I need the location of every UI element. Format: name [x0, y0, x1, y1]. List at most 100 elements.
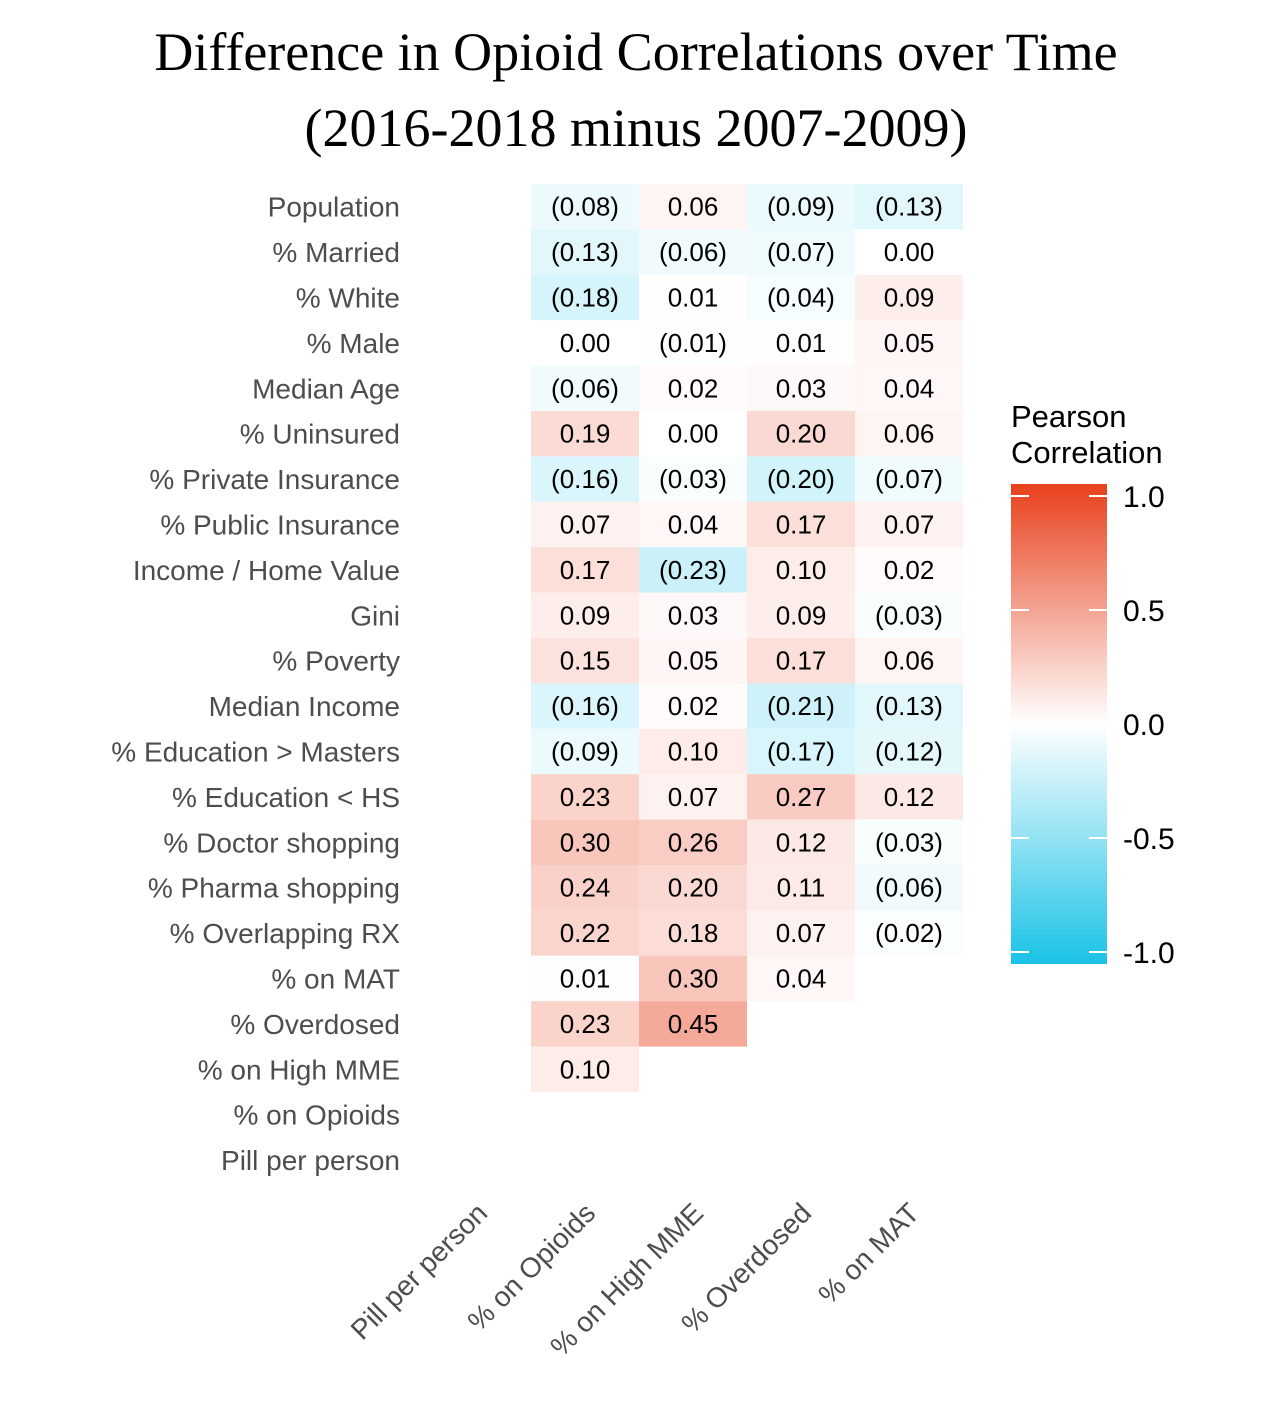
cell-label: 0.01 — [668, 283, 719, 313]
cell-married-on-mat — [855, 229, 963, 275]
cell-label: (0.17) — [767, 737, 835, 767]
cell-overlapping-rx-on-opioids — [531, 910, 639, 956]
cell-median-age-on-opioids — [531, 365, 639, 411]
cell-label: (0.13) — [875, 691, 943, 721]
cell-label: 0.10 — [776, 555, 827, 585]
cell-label: (0.20) — [767, 464, 835, 494]
cell-label: (0.07) — [767, 237, 835, 267]
cell-gini-on-mat — [855, 592, 963, 638]
cell-private-insurance-on-high-mme — [639, 456, 747, 502]
row-label-married: % Married — [272, 237, 400, 268]
cell-income-home-value-on-high-mme — [639, 547, 747, 593]
cell-label: 0.05 — [884, 328, 935, 358]
cell-label: 0.19 — [560, 419, 611, 449]
cell-label: 0.09 — [560, 600, 611, 630]
cell-uninsured-overdosed — [747, 411, 855, 457]
cell-label: 0.23 — [560, 782, 611, 812]
cell-label: (0.03) — [875, 827, 943, 857]
cell-male-on-mat — [855, 320, 963, 366]
row-label-male: % Male — [307, 328, 400, 359]
cell-median-income-on-mat — [855, 683, 963, 729]
cell-label: 0.04 — [776, 964, 827, 994]
cell-overlapping-rx-on-high-mme — [639, 910, 747, 956]
cell-education-masters-on-mat — [855, 728, 963, 775]
cell-label: 0.07 — [668, 782, 719, 812]
cell-male-on-opioids — [531, 320, 639, 366]
cell-label: 0.05 — [668, 646, 719, 676]
cell-label: (0.16) — [551, 464, 619, 494]
cell-label: 0.17 — [560, 555, 611, 585]
cell-label: (0.02) — [875, 918, 943, 948]
legend-tick-label: 0.0 — [1123, 709, 1165, 742]
cell-label: 0.11 — [777, 873, 826, 903]
heatmap-cells: (0.08) 0.06 (0.09) (0.13) (0.13) (0.06) (0.07)… — [531, 184, 963, 1092]
cell-label: 0.26 — [668, 827, 719, 857]
cell-label: 0.23 — [560, 1009, 611, 1039]
row-label-public-insurance: % Public Insurance — [160, 510, 400, 541]
cell-label: 0.00 — [560, 328, 611, 358]
cell-label: (0.07) — [875, 464, 943, 494]
cell-median-income-overdosed — [747, 683, 855, 729]
cell-education-masters-overdosed — [747, 728, 855, 775]
cell-label: (0.12) — [875, 737, 943, 767]
cell-label: 0.15 — [560, 646, 611, 676]
cell-public-insurance-overdosed — [747, 501, 855, 548]
cell-education-hs-overdosed — [747, 774, 855, 820]
cell-label: 0.20 — [668, 873, 719, 903]
row-label-doctor-shopping: % Doctor shopping — [163, 827, 400, 858]
cell-education-hs-on-mat — [855, 774, 963, 820]
cell-label: 0.02 — [884, 555, 935, 585]
cell-doctor-shopping-overdosed — [747, 819, 855, 865]
cell-overdosed-on-high-mme — [639, 1001, 747, 1047]
cell-label: (0.01) — [659, 328, 727, 358]
cell-poverty-on-high-mme — [639, 638, 747, 684]
cell-label: (0.06) — [551, 373, 619, 403]
legend-tick-label: -0.5 — [1123, 823, 1175, 856]
cell-label: 0.12 — [884, 782, 935, 812]
cell-gini-on-opioids — [531, 592, 639, 638]
cell-label: 0.09 — [884, 283, 935, 313]
legend-tick-label: 0.5 — [1123, 595, 1165, 628]
cell-label: 0.04 — [668, 510, 719, 540]
cell-label: 0.03 — [668, 600, 719, 630]
cell-label: 0.03 — [776, 373, 827, 403]
row-label-median-income: Median Income — [209, 691, 400, 722]
cell-uninsured-on-opioids — [531, 411, 639, 457]
cell-label: 0.17 — [776, 510, 827, 540]
cell-label: 0.07 — [884, 510, 935, 540]
row-label-pill-per-person: Pill per person — [221, 1145, 400, 1176]
chart-title: Difference in Opioid Correlations over T… — [154, 22, 1118, 82]
chart-subtitle: (2016-2018 minus 2007-2009) — [304, 98, 968, 158]
cell-uninsured-on-mat — [855, 411, 963, 457]
row-label-on-mat: % on MAT — [271, 964, 400, 995]
cell-label: (0.09) — [551, 737, 619, 767]
cell-income-home-value-on-mat — [855, 547, 963, 593]
cell-label: 0.06 — [668, 192, 719, 222]
legend-title-line: Correlation — [1011, 435, 1163, 470]
cell-white-on-mat — [855, 274, 963, 321]
cell-pharma-shopping-on-opioids — [531, 865, 639, 911]
cell-pharma-shopping-on-high-mme — [639, 865, 747, 911]
cell-on-mat-overdosed — [747, 955, 855, 1002]
cell-label: 0.10 — [560, 1054, 611, 1084]
cell-poverty-on-mat — [855, 638, 963, 684]
cell-male-overdosed — [747, 320, 855, 366]
row-label-uninsured: % Uninsured — [240, 419, 400, 450]
cell-label: 0.24 — [560, 873, 611, 903]
row-label-on-high-mme: % on High MME — [198, 1054, 400, 1085]
cell-label: (0.08) — [551, 192, 619, 222]
cell-label: (0.03) — [875, 600, 943, 630]
cell-private-insurance-overdosed — [747, 456, 855, 502]
cell-doctor-shopping-on-opioids — [531, 819, 639, 865]
row-label-pharma-shopping: % Pharma shopping — [148, 873, 400, 904]
cell-overlapping-rx-on-mat — [855, 910, 963, 956]
cell-label: 0.20 — [776, 419, 827, 449]
cell-label: 0.01 — [776, 328, 827, 358]
cell-label: (0.18) — [551, 283, 619, 313]
column-labels: Pill per person% on Opioids% on High MME… — [345, 1197, 925, 1362]
cell-public-insurance-on-mat — [855, 501, 963, 548]
row-label-education-hs: % Education < HS — [172, 782, 400, 813]
cell-label: 0.30 — [668, 964, 719, 994]
cell-median-income-on-high-mme — [639, 683, 747, 729]
